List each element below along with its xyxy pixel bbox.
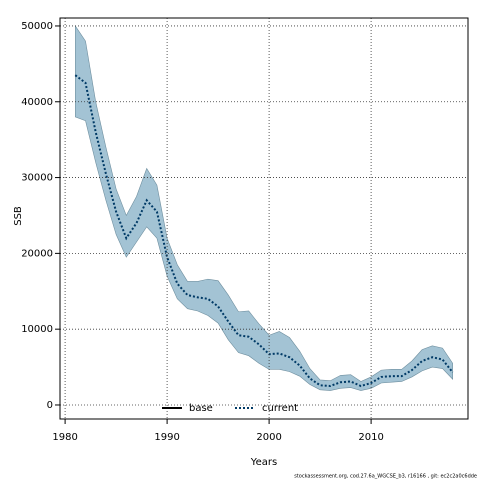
y-tick-label: 30000 (21, 173, 53, 184)
y-tick-label: 20000 (21, 248, 53, 259)
x-tick-label: 2000 (256, 432, 281, 443)
confidence-band (75, 24, 454, 391)
legend-label: current (262, 403, 298, 414)
y-tick-label: 10000 (21, 324, 53, 335)
x-tick-label: 1990 (154, 432, 179, 443)
plot-frame (59, 17, 469, 420)
x-tick-label: 1980 (52, 432, 77, 443)
x-axis-label: Years (250, 457, 277, 468)
y-tick-label: 0 (47, 400, 53, 411)
legend-label: base (189, 403, 213, 414)
series-line (74, 74, 454, 388)
footnote: stockassessment.org, cod.27.6a_WGCSE_b3,… (294, 474, 477, 480)
x-tick-label: 2010 (358, 432, 383, 443)
y-axis-label: SSB (13, 206, 24, 226)
y-tick-label: 50000 (21, 21, 53, 32)
y-tick-label: 40000 (21, 97, 53, 108)
